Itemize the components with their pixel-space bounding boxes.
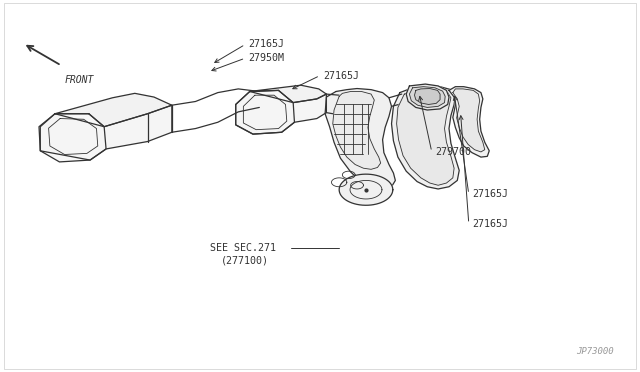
Polygon shape [392, 86, 460, 189]
Polygon shape [236, 92, 326, 134]
Polygon shape [39, 114, 106, 162]
Text: 27165J: 27165J [472, 219, 508, 229]
Text: JP73000: JP73000 [576, 347, 614, 356]
Text: FRONT: FRONT [65, 75, 94, 85]
Polygon shape [410, 87, 445, 108]
Polygon shape [236, 90, 294, 134]
Text: SEE SEC.271: SEE SEC.271 [210, 243, 276, 253]
Polygon shape [449, 87, 489, 157]
Text: 27950M: 27950M [248, 53, 284, 63]
Text: 27165J: 27165J [248, 39, 284, 49]
Polygon shape [243, 95, 287, 130]
Polygon shape [333, 92, 381, 169]
Polygon shape [415, 89, 440, 105]
Text: 279700: 279700 [435, 147, 471, 157]
Polygon shape [397, 89, 454, 185]
Polygon shape [453, 89, 484, 152]
Text: (277100): (277100) [221, 256, 269, 266]
Polygon shape [49, 119, 98, 154]
Text: 27165J: 27165J [323, 71, 359, 81]
Polygon shape [250, 85, 326, 103]
Polygon shape [325, 89, 396, 189]
Polygon shape [40, 105, 172, 160]
Text: 27165J: 27165J [472, 189, 508, 199]
Polygon shape [406, 84, 449, 110]
Polygon shape [55, 93, 172, 127]
Polygon shape [339, 174, 393, 205]
